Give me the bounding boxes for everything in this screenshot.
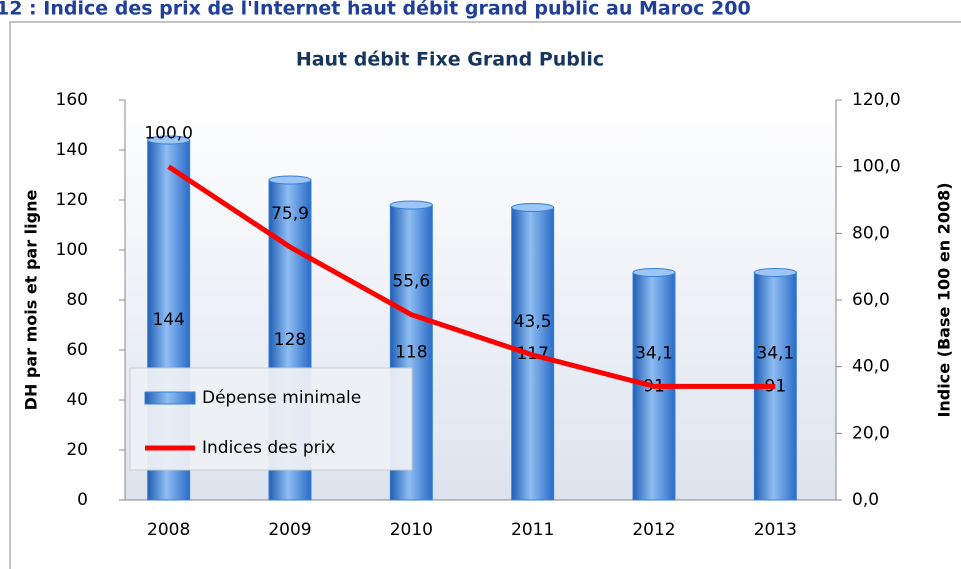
y2-tick-label: 120,0 — [852, 90, 901, 110]
x-tick-label: 2013 — [754, 520, 797, 540]
line — [167, 164, 776, 389]
bar-value-label: 118 — [395, 343, 427, 363]
y-tick-label: 160 — [56, 90, 88, 110]
y-tick-label: 120 — [56, 190, 88, 210]
legend-label: Dépense minimale — [202, 388, 361, 408]
x-tick-label: 2011 — [511, 520, 554, 540]
y2-tick-label: 40,0 — [852, 357, 890, 377]
y2-tick-label: 20,0 — [852, 423, 890, 443]
y2-tick-label: 60,0 — [852, 290, 890, 310]
chart-title: Haut débit Fixe Grand Public — [296, 49, 604, 71]
y-tick-label: 80 — [66, 290, 88, 310]
legend — [129, 367, 413, 471]
y-tick-label: 40 — [66, 390, 88, 410]
bar-top — [753, 268, 797, 277]
x-tick-label: 2010 — [390, 520, 433, 540]
y2-tick-label: 80,0 — [852, 223, 890, 243]
y-tick-label: 20 — [66, 440, 88, 460]
bar-value-label: 128 — [274, 330, 306, 350]
y2-axis-label: Indice (Base 100 en 2008) — [935, 182, 954, 417]
legend-swatch — [144, 391, 196, 405]
page-caption: 12 : Indice des prix de l'Internet haut … — [0, 0, 751, 20]
legend-label: Indices des prix — [202, 438, 335, 458]
line-value-label: 43,5 — [514, 312, 552, 332]
line-value-label: 100,0 — [144, 124, 193, 144]
y-tick-label: 0 — [77, 490, 88, 510]
bar-top — [147, 135, 191, 145]
x-tick-label: 2012 — [632, 520, 675, 540]
y-tick-label: 60 — [66, 340, 88, 360]
y-tick-label: 100 — [56, 240, 88, 260]
y-tick-label: 140 — [56, 140, 88, 160]
bar-value-label: 144 — [152, 310, 184, 330]
x-tick-label: 2009 — [268, 520, 311, 540]
y2-tick-label: 0,0 — [852, 490, 879, 510]
y2-tick-label: 100,0 — [852, 157, 901, 177]
line-value-label: 75,9 — [271, 204, 309, 224]
bar-top — [268, 175, 312, 185]
bar-top — [511, 203, 555, 212]
line-value-label: 55,6 — [392, 272, 430, 292]
line-value-label: 34,1 — [635, 343, 673, 363]
y-axis-label: DH par mois et par ligne — [22, 190, 41, 411]
line-value-label: 34,1 — [756, 343, 794, 363]
bar-top — [632, 268, 676, 277]
x-tick-label: 2008 — [147, 520, 190, 540]
bar-top — [389, 200, 433, 210]
